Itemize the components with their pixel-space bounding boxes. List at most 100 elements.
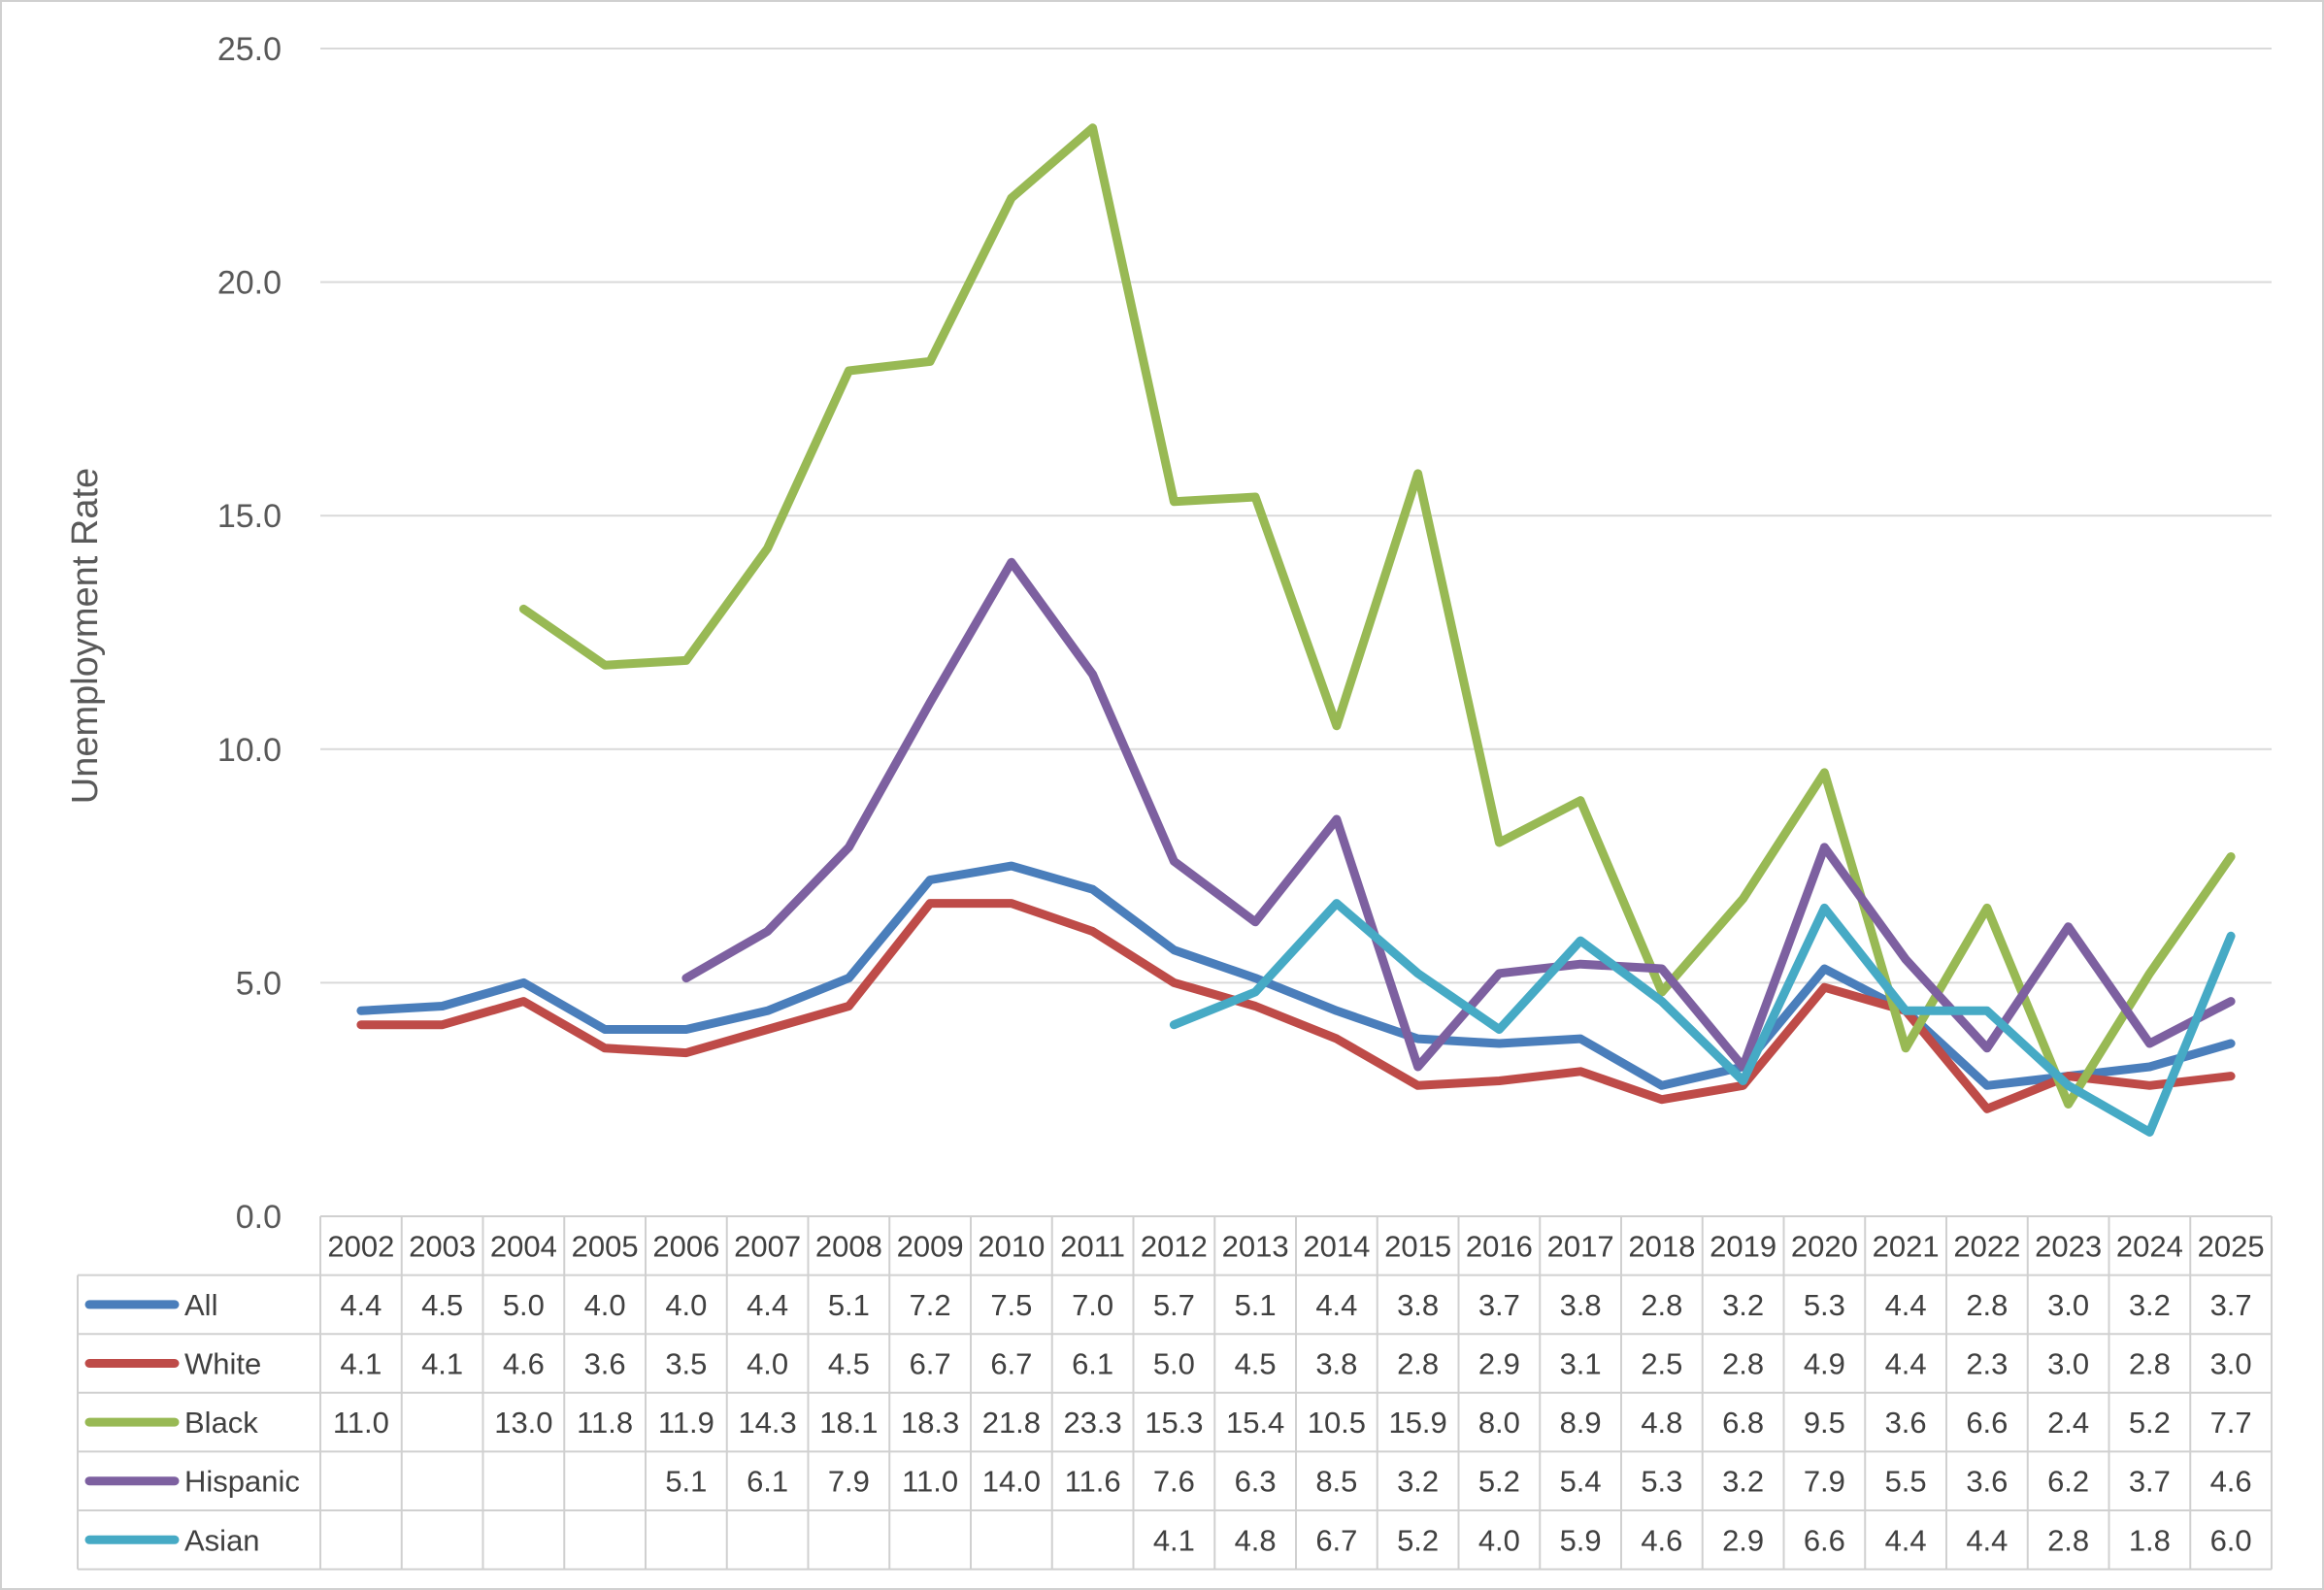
data-label-black: 5.2 [2129, 1406, 2171, 1440]
legend-label-all: All [184, 1288, 217, 1322]
data-label-hispanic: 5.2 [1478, 1465, 1520, 1499]
data-label-all: 7.5 [990, 1288, 1032, 1322]
y-tick-label: 15.0 [217, 498, 282, 535]
data-label-black: 9.5 [1804, 1406, 1845, 1440]
data-label-all: 3.2 [1722, 1288, 1764, 1322]
year-tick-label: 2003 [409, 1229, 476, 1263]
data-label-white: 4.6 [503, 1347, 545, 1381]
data-label-white: 2.8 [1722, 1347, 1764, 1381]
data-label-black: 10.5 [1308, 1406, 1366, 1440]
data-label-black: 11.8 [577, 1406, 633, 1440]
data-label-asian: 4.8 [1235, 1523, 1277, 1557]
data-label-asian: 1.8 [2129, 1523, 2171, 1557]
data-label-white: 4.4 [1885, 1347, 1927, 1381]
data-label-hispanic: 3.6 [1966, 1465, 2008, 1499]
data-label-black: 4.8 [1641, 1406, 1682, 1440]
data-label-black: 2.4 [2047, 1406, 2089, 1440]
data-label-hispanic: 11.0 [902, 1465, 958, 1499]
data-label-white: 2.8 [2129, 1347, 2171, 1381]
legend-label-hispanic: Hispanic [184, 1465, 300, 1499]
year-tick-label: 2022 [1953, 1229, 2020, 1263]
year-tick-label: 2010 [978, 1229, 1045, 1263]
data-label-asian: 4.4 [1966, 1523, 2008, 1557]
legend-label-black: Black [184, 1406, 258, 1440]
legend-label-asian: Asian [184, 1523, 260, 1557]
data-label-all: 4.5 [421, 1288, 463, 1322]
legend-label-white: White [184, 1347, 261, 1381]
data-label-asian: 4.0 [1478, 1523, 1520, 1557]
y-tick-label: 0.0 [236, 1199, 282, 1236]
data-label-hispanic: 3.7 [2129, 1465, 2171, 1499]
data-label-hispanic: 3.2 [1397, 1465, 1439, 1499]
year-tick-label: 2005 [572, 1229, 639, 1263]
data-label-white: 4.5 [1235, 1347, 1277, 1381]
year-tick-label: 2025 [2198, 1229, 2265, 1263]
data-label-asian: 5.2 [1397, 1523, 1439, 1557]
data-label-white: 4.5 [828, 1347, 870, 1381]
year-tick-label: 2007 [734, 1229, 801, 1263]
data-label-all: 4.4 [340, 1288, 382, 1322]
data-label-all: 2.8 [1641, 1288, 1682, 1322]
year-tick-label: 2015 [1384, 1229, 1451, 1263]
data-label-white: 3.0 [2047, 1347, 2089, 1381]
data-label-all: 3.8 [1397, 1288, 1439, 1322]
data-label-hispanic: 7.9 [828, 1465, 870, 1499]
data-label-all: 5.0 [503, 1288, 545, 1322]
data-label-all: 3.2 [2129, 1288, 2171, 1322]
data-label-hispanic: 6.2 [2047, 1465, 2089, 1499]
data-label-all: 3.8 [1560, 1288, 1602, 1322]
data-label-white: 3.1 [1560, 1347, 1602, 1381]
year-tick-label: 2008 [815, 1229, 882, 1263]
data-label-white: 2.8 [1397, 1347, 1439, 1381]
data-label-black: 18.1 [819, 1406, 878, 1440]
data-label-all: 4.0 [584, 1288, 626, 1322]
year-tick-label: 2014 [1303, 1229, 1370, 1263]
data-label-white: 2.3 [1966, 1347, 2008, 1381]
data-label-asian: 4.4 [1885, 1523, 1927, 1557]
data-label-hispanic: 7.9 [1804, 1465, 1845, 1499]
data-label-white: 4.1 [421, 1347, 463, 1381]
data-label-white: 2.5 [1641, 1347, 1682, 1381]
year-tick-label: 2024 [2116, 1229, 2183, 1263]
data-label-all: 3.0 [2047, 1288, 2089, 1322]
data-label-hispanic: 5.1 [665, 1465, 707, 1499]
data-label-asian: 5.9 [1560, 1523, 1602, 1557]
year-tick-label: 2012 [1141, 1229, 1208, 1263]
y-axis-title: Unemployment Rate [65, 468, 106, 804]
data-label-hispanic: 3.2 [1722, 1465, 1764, 1499]
data-label-hispanic: 5.5 [1885, 1465, 1927, 1499]
data-label-white: 2.9 [1478, 1347, 1520, 1381]
data-label-hispanic: 5.4 [1560, 1465, 1602, 1499]
y-tick-label: 5.0 [236, 965, 282, 1002]
data-label-black: 11.0 [333, 1406, 389, 1440]
data-label-black: 23.3 [1063, 1406, 1121, 1440]
series-lines [356, 123, 2236, 1137]
data-label-black: 15.4 [1226, 1406, 1284, 1440]
data-label-black: 3.6 [1885, 1406, 1927, 1440]
data-label-all: 4.0 [665, 1288, 707, 1322]
y-tick-label: 10.0 [217, 732, 282, 769]
data-label-white: 3.0 [2210, 1347, 2252, 1381]
year-tick-label: 2018 [1628, 1229, 1695, 1263]
data-label-hispanic: 4.6 [2210, 1465, 2252, 1499]
data-label-black: 14.3 [738, 1406, 796, 1440]
data-table: 2002 2003 2004 2005 2006 2007 2008 2009 2010 2011… [77, 1215, 2273, 1571]
data-label-all: 4.4 [1885, 1288, 1927, 1322]
data-label-all: 5.3 [1804, 1288, 1845, 1322]
data-label-hispanic: 11.6 [1065, 1465, 1121, 1499]
series-line-asian [1169, 899, 2236, 1137]
data-label-all: 4.4 [1315, 1288, 1357, 1322]
year-tick-label: 2009 [897, 1229, 964, 1263]
data-label-hispanic: 6.1 [747, 1465, 788, 1499]
data-label-asian: 2.9 [1722, 1523, 1764, 1557]
data-label-asian: 4.1 [1153, 1523, 1195, 1557]
data-label-all: 5.1 [828, 1288, 870, 1322]
year-tick-label: 2006 [652, 1229, 719, 1263]
data-label-asian: 6.7 [1315, 1523, 1357, 1557]
data-label-all: 2.8 [1966, 1288, 2008, 1322]
data-label-asian: 2.8 [2047, 1523, 2089, 1557]
data-label-hispanic: 5.3 [1641, 1465, 1682, 1499]
